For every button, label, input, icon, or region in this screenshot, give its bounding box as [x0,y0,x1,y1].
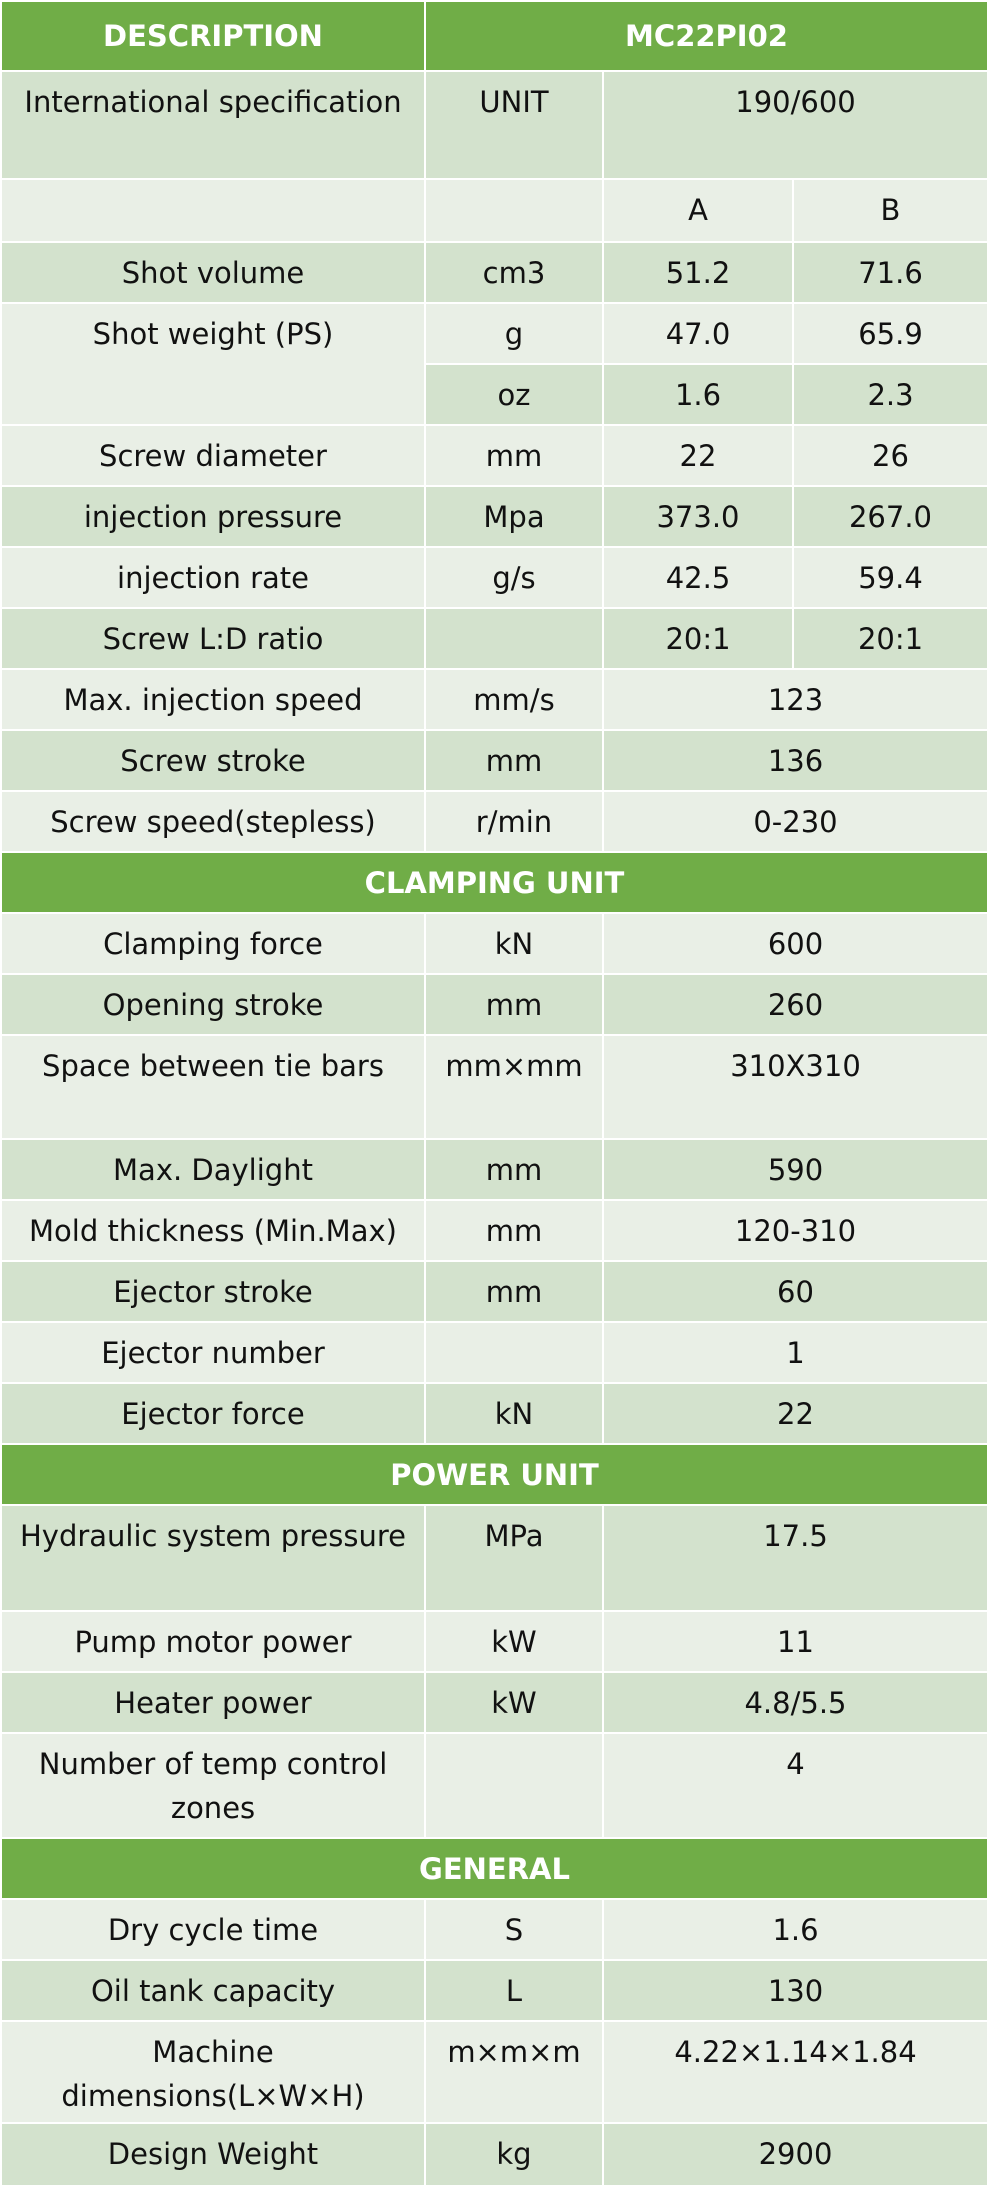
cell: 17.5 [602,1504,987,1612]
cell: 1.6 [602,1898,987,1961]
section-header: GENERAL [0,1837,987,1900]
cell: Heater power [0,1671,426,1734]
cell: 0-230 [602,790,987,853]
cell: kN [424,912,604,975]
cell: 42.5 [602,546,794,609]
cell: 267.0 [792,485,987,548]
cell: Max. Daylight [0,1138,426,1201]
cell: Design Weight [0,2122,426,2187]
cell: mm/s [424,668,604,731]
cell [424,1732,604,1839]
cell: Dry cycle time [0,1898,426,1961]
cell: kg [424,2122,604,2187]
cell: 11 [602,1610,987,1673]
cell: B [792,178,987,243]
cell: mm [424,973,604,1036]
cell: oz [424,363,604,426]
cell: Screw speed(stepless) [0,790,426,853]
cell: Shot volume [0,241,426,304]
cell [424,1321,604,1384]
cell: 123 [602,668,987,731]
cell: kN [424,1382,604,1445]
header-cell: MC22PI02 [424,0,987,72]
cell: 373.0 [602,485,794,548]
cell: MPa [424,1504,604,1612]
cell: Machine dimensions(L×W×H) [0,2020,426,2124]
cell: cm3 [424,241,604,304]
cell: 4.8/5.5 [602,1671,987,1734]
cell: kW [424,1610,604,1673]
cell: Pump motor power [0,1610,426,1673]
cell [0,178,426,243]
cell: 60 [602,1260,987,1323]
cell: Shot weight (PS) [0,302,426,426]
cell: 4.22×1.14×1.84 [602,2020,987,2124]
cell [424,607,604,670]
header-cell: DESCRIPTION [0,0,426,72]
cell: 22 [602,1382,987,1445]
cell: 20:1 [602,607,794,670]
cell: Ejector force [0,1382,426,1445]
cell: 190/600 [602,70,987,180]
cell: 59.4 [792,546,987,609]
cell: mm×mm [424,1034,604,1140]
cell: mm [424,1260,604,1323]
cell: Screw diameter [0,424,426,487]
cell: mm [424,424,604,487]
cell: m×m×m [424,2020,604,2124]
cell: S [424,1898,604,1961]
cell: Screw L:D ratio [0,607,426,670]
cell: mm [424,729,604,792]
cell: Hydraulic system pressure [0,1504,426,1612]
section-header: CLAMPING UNIT [0,851,987,914]
cell: 47.0 [602,302,794,365]
cell: 260 [602,973,987,1036]
cell: 2.3 [792,363,987,426]
cell: Clamping force [0,912,426,975]
cell: mm [424,1199,604,1262]
cell: kW [424,1671,604,1734]
cell: UNIT [424,70,604,180]
cell: 20:1 [792,607,987,670]
cell: 71.6 [792,241,987,304]
section-header: POWER UNIT [0,1443,987,1506]
cell: g [424,302,604,365]
cell: 1.6 [602,363,794,426]
cell: 22 [602,424,794,487]
cell: 590 [602,1138,987,1201]
cell: r/min [424,790,604,853]
cell: 120-310 [602,1199,987,1262]
cell [424,178,604,243]
cell: Ejector number [0,1321,426,1384]
cell: Oil tank capacity [0,1959,426,2022]
cell: g/s [424,546,604,609]
cell: Opening stroke [0,973,426,1036]
cell: mm [424,1138,604,1201]
cell: Max. injection speed [0,668,426,731]
cell: A [602,178,794,243]
cell: Mold thickness (Min.Max) [0,1199,426,1262]
cell: 2900 [602,2122,987,2187]
cell: International specification [0,70,426,180]
cell: 600 [602,912,987,975]
cell: 4 [602,1732,987,1839]
cell: injection pressure [0,485,426,548]
cell: L [424,1959,604,2022]
cell: injection rate [0,546,426,609]
cell: Mpa [424,485,604,548]
cell: Ejector stroke [0,1260,426,1323]
cell: 1 [602,1321,987,1384]
cell: 310X310 [602,1034,987,1140]
cell: 136 [602,729,987,792]
cell: Screw stroke [0,729,426,792]
cell: 26 [792,424,987,487]
cell: Number of temp control zones [0,1732,426,1839]
cell: 130 [602,1959,987,2022]
cell: 51.2 [602,241,794,304]
cell: 65.9 [792,302,987,365]
cell: Space between tie bars [0,1034,426,1140]
